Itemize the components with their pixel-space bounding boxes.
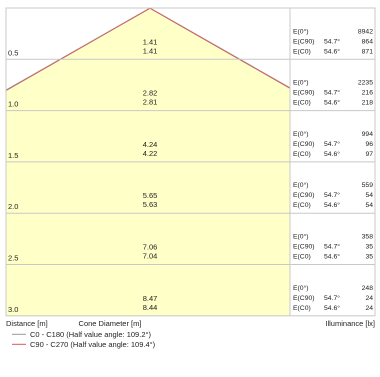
cone-diameter-c0: 8.44	[143, 303, 158, 312]
e0-value: 2235	[358, 80, 373, 87]
ec90-label: E(C90)	[293, 141, 315, 148]
legend-entry-2: C90 - C270 (Half value angle: 109.4°)	[12, 340, 156, 349]
ec0-angle: 54.6°	[324, 201, 340, 209]
ec0-value: 97	[365, 151, 373, 158]
row-3: 1.5 4.244.22 E(0°) 994 E(C90) 54.7° 96 E(C0) 54.…	[8, 130, 373, 160]
ec90-label: E(C90)	[293, 38, 315, 45]
distance-label: 2.0	[8, 202, 18, 211]
row-1: 0.5 1.411.41 E(0°) 8942 E(C90) 54.7° 864 E(C0) 5…	[8, 27, 373, 57]
cone-diameter-c0: 1.41	[143, 46, 158, 55]
e0-value: 559	[362, 182, 374, 189]
ec0-value: 218	[362, 100, 374, 107]
ec90-value: 96	[365, 141, 373, 148]
cone-diameter-c0: 5.63	[143, 200, 158, 209]
ec0-angle: 54.6°	[324, 47, 340, 55]
cone-edge-c90-left	[5, 8, 151, 92]
e0-label: E(0°)	[293, 79, 309, 87]
row-2: 1.0 2.822.81 E(0°) 2235 E(C90) 54.7° 216 E(C0) 5…	[8, 79, 373, 109]
legend-entry-1: C0 - C180 (Half value angle: 109.2°)	[12, 330, 151, 339]
ec90-value: 864	[362, 38, 374, 45]
ec0-value: 24	[365, 305, 373, 312]
row-6: 3.0 8.478.44 E(0°) 248 E(C90) 54.7° 24 E(C0) 54.…	[8, 284, 373, 314]
cone-diameter-c90: 2.82	[143, 89, 158, 98]
ec90-value: 216	[362, 90, 374, 97]
distance-label: 1.5	[8, 151, 18, 160]
e0-value: 358	[362, 234, 374, 241]
e0-value: 994	[362, 131, 374, 138]
ec0-label: E(C0)	[293, 254, 311, 261]
ec0-value: 54	[365, 202, 373, 209]
ec90-angle: 54.7°	[324, 243, 340, 251]
cone-diameter-c0: 2.81	[143, 98, 158, 107]
ec90-angle: 54.7°	[324, 37, 340, 45]
ec0-label: E(C0)	[293, 100, 311, 107]
e0-label: E(0°)	[293, 233, 309, 241]
distance-label: 2.5	[8, 254, 18, 263]
cone-diameter-c0: 4.22	[143, 149, 158, 158]
row-4: 2.0 5.655.63 E(0°) 559 E(C90) 54.7° 54 E(C0) 54.…	[8, 181, 373, 211]
ec90-angle: 54.7°	[324, 191, 340, 199]
ec90-label: E(C90)	[293, 244, 315, 251]
ec90-angle: 54.7°	[324, 140, 340, 148]
ec90-value: 35	[365, 244, 373, 251]
e0-value: 8942	[358, 28, 373, 35]
ec90-value: 24	[365, 295, 373, 302]
cone-diameter-c90: 5.65	[143, 191, 158, 200]
ec90-angle: 54.7°	[324, 294, 340, 302]
distance-label: 0.5	[8, 48, 18, 57]
illuminance-axis-label: Illuminance [lx]	[325, 319, 375, 328]
cone-diameter-c90: 7.06	[143, 243, 158, 252]
ec0-label: E(C0)	[293, 151, 311, 158]
ec90-angle: 54.7°	[324, 89, 340, 97]
e0-label: E(0°)	[293, 130, 309, 138]
cone-edge-c90-right	[149, 8, 291, 89]
ec0-label: E(C0)	[293, 202, 311, 209]
ec90-label: E(C90)	[293, 90, 315, 97]
row-5: 2.5 7.067.04 E(0°) 358 E(C90) 54.7° 35 E(C0) 54.…	[8, 233, 373, 263]
e0-label: E(0°)	[293, 181, 309, 189]
cone-diameter-c90: 8.47	[143, 294, 158, 303]
ec0-angle: 54.6°	[324, 99, 340, 107]
e0-label: E(0°)	[293, 27, 309, 35]
legend-label: C90 - C270 (Half value angle: 109.4°)	[30, 340, 156, 349]
cone-diameter-c0: 7.04	[143, 252, 158, 261]
e0-value: 248	[362, 285, 374, 292]
ec0-value: 35	[365, 254, 373, 261]
cone-diameter-c90: 1.41	[143, 37, 158, 46]
legend-label: C0 - C180 (Half value angle: 109.2°)	[30, 330, 151, 339]
cone-diameter-c90: 4.24	[143, 140, 158, 149]
ec0-label: E(C0)	[293, 305, 311, 312]
ec0-value: 871	[362, 48, 374, 55]
ec90-value: 54	[365, 192, 373, 199]
ec0-angle: 54.6°	[324, 253, 340, 261]
ec90-label: E(C90)	[293, 192, 315, 199]
cone-diameter-axis-label: Cone Diameter [m]	[79, 319, 142, 328]
distance-label: 3.0	[8, 305, 18, 314]
ec0-angle: 54.6°	[324, 150, 340, 158]
ec90-label: E(C90)	[293, 295, 315, 302]
ec0-angle: 54.6°	[324, 304, 340, 312]
e0-label: E(0°)	[293, 284, 309, 292]
ec0-label: E(C0)	[293, 48, 311, 55]
distance-label: 1.0	[8, 100, 18, 109]
x-axis-label: Distance [m]	[6, 319, 48, 328]
